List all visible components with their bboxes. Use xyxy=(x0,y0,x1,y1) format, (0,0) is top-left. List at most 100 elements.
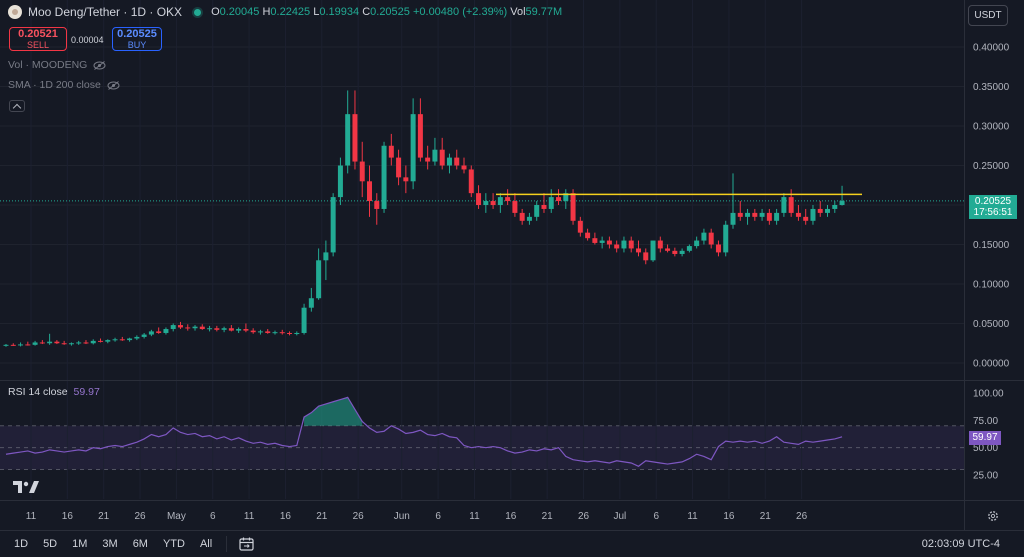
candle-body xyxy=(148,331,154,335)
price-axis-label: 0.25000 xyxy=(973,161,1010,172)
candle-body xyxy=(250,330,256,333)
candle-body xyxy=(330,197,336,253)
timeframe-1m[interactable]: 1M xyxy=(72,538,88,550)
candle-body xyxy=(694,240,700,247)
candle-body xyxy=(476,193,482,205)
candle-body xyxy=(10,344,16,346)
rsi-line xyxy=(5,396,843,467)
currency-button[interactable]: USDT xyxy=(968,5,1008,26)
candle-body xyxy=(388,145,394,158)
time-axis[interactable]: 11 16 21 26 May 6 11 16 21 26 Jun 6 11 16 21 26 Jul 6 11 16… xyxy=(0,501,964,529)
rsi-legend[interactable]: RSI 14 close 59.97 xyxy=(8,386,100,398)
tradingview-logo[interactable] xyxy=(12,480,40,494)
time-axis-label: 21 xyxy=(316,511,328,522)
candle-body xyxy=(61,343,67,345)
sma-indicator-legend[interactable]: SMA · 1D 200 close xyxy=(8,79,120,91)
candle-body xyxy=(774,212,780,221)
candle-body xyxy=(228,328,234,331)
buy-button[interactable]: 0.20525 BUY xyxy=(112,27,162,51)
bottom-bar-divider xyxy=(0,530,1024,531)
candle-body xyxy=(454,157,460,166)
eye-off-icon[interactable] xyxy=(107,80,120,90)
candle-body xyxy=(345,114,351,166)
candle-body xyxy=(832,205,838,209)
candle-body xyxy=(141,334,147,337)
candle-body xyxy=(803,216,809,221)
volume-key: Vol xyxy=(510,6,526,18)
candle-body xyxy=(301,307,307,333)
ohlc-values: O0.20045 H0.22425 L0.19934 C0.20525 +0.0… xyxy=(211,6,562,18)
candle-body xyxy=(643,252,649,261)
timeframe-all[interactable]: All xyxy=(199,538,213,550)
candle-body xyxy=(425,157,431,162)
close-value: 0.20525 xyxy=(370,6,410,18)
sma-indicator-label: SMA · 1D 200 close xyxy=(8,79,101,91)
time-axis-label: Jun xyxy=(394,511,410,522)
volume-indicator-label: Vol · MOODENG xyxy=(8,59,88,71)
candle-body xyxy=(3,344,9,346)
candle-body xyxy=(257,331,263,333)
candle-body xyxy=(170,325,176,330)
high-key: H xyxy=(262,6,271,18)
clock-timezone[interactable]: 02:03:09 UTC-4 xyxy=(921,538,1000,550)
candle-body xyxy=(403,177,409,182)
timeframe-5d[interactable]: 5D xyxy=(43,538,58,550)
candle-body xyxy=(18,344,24,346)
candle-body xyxy=(134,336,140,339)
rsi-axis-label: 50.00 xyxy=(973,443,998,454)
calendar-range-icon[interactable] xyxy=(239,537,254,551)
candle-body xyxy=(570,193,576,221)
candle-body xyxy=(795,212,801,217)
rsi-axis-label: 25.00 xyxy=(973,471,998,482)
candle-body xyxy=(98,340,104,342)
time-axis-label: 6 xyxy=(653,511,659,522)
candle-body xyxy=(54,341,60,344)
sell-button[interactable]: 0.20521 SELL xyxy=(9,27,67,51)
candle-body xyxy=(650,240,656,261)
rsi-axis-label: 75.00 xyxy=(973,416,998,427)
candle-body xyxy=(112,339,118,341)
rsi-axis-label: 100.00 xyxy=(973,389,1004,400)
timeframe-3m[interactable]: 3M xyxy=(102,538,118,550)
candle-body xyxy=(745,212,751,217)
candle-body xyxy=(127,338,133,341)
bar-countdown: 17:56:51 xyxy=(973,207,1013,218)
timeframe-6m[interactable]: 6M xyxy=(132,538,148,550)
high-value: 0.22425 xyxy=(270,6,311,18)
price-axis[interactable]: 0.400000.350000.300000.250000.200000.150… xyxy=(965,0,1024,500)
candle-body xyxy=(105,340,111,342)
candle-body xyxy=(534,205,540,217)
price-axis-divider xyxy=(964,0,965,530)
candle-body xyxy=(556,197,562,202)
rsi-pane[interactable] xyxy=(0,381,964,499)
candle-body xyxy=(701,232,707,241)
candle-body xyxy=(199,326,205,330)
candle-body xyxy=(359,161,365,182)
symbol-title[interactable]: Moo Deng/Tether · 1D · OKX xyxy=(28,5,183,19)
candle-body xyxy=(585,232,591,239)
timeframe-ytd[interactable]: YTD xyxy=(162,538,185,550)
eye-off-icon[interactable] xyxy=(93,60,106,70)
candle-body xyxy=(90,340,96,344)
candle-body xyxy=(352,114,358,162)
chevron-up-icon[interactable] xyxy=(9,100,25,112)
candle-body xyxy=(737,212,743,217)
candle-body xyxy=(265,331,271,333)
volume-indicator-legend[interactable]: Vol · MOODENG xyxy=(8,59,106,71)
symbol-legend: Moo Deng/Tether · 1D · OKX O0.20045 H0.2… xyxy=(8,5,562,19)
candle-body xyxy=(39,342,45,344)
gear-icon[interactable] xyxy=(987,510,999,522)
time-axis-label: 26 xyxy=(796,511,808,522)
price-axis-label: 0.00000 xyxy=(973,359,1010,370)
candle-body xyxy=(236,329,242,331)
pane-divider[interactable] xyxy=(0,380,1024,381)
price-chart[interactable] xyxy=(0,0,964,380)
current-price-badge: 0.20525 17:56:51 xyxy=(969,195,1017,219)
candle-body xyxy=(32,342,38,345)
timeframe-1d[interactable]: 1D xyxy=(14,538,29,550)
candle-body xyxy=(577,220,583,233)
time-axis-label: 11 xyxy=(469,511,480,522)
candle-body xyxy=(635,248,641,253)
candle-body xyxy=(519,212,525,221)
candle-body xyxy=(759,212,765,217)
